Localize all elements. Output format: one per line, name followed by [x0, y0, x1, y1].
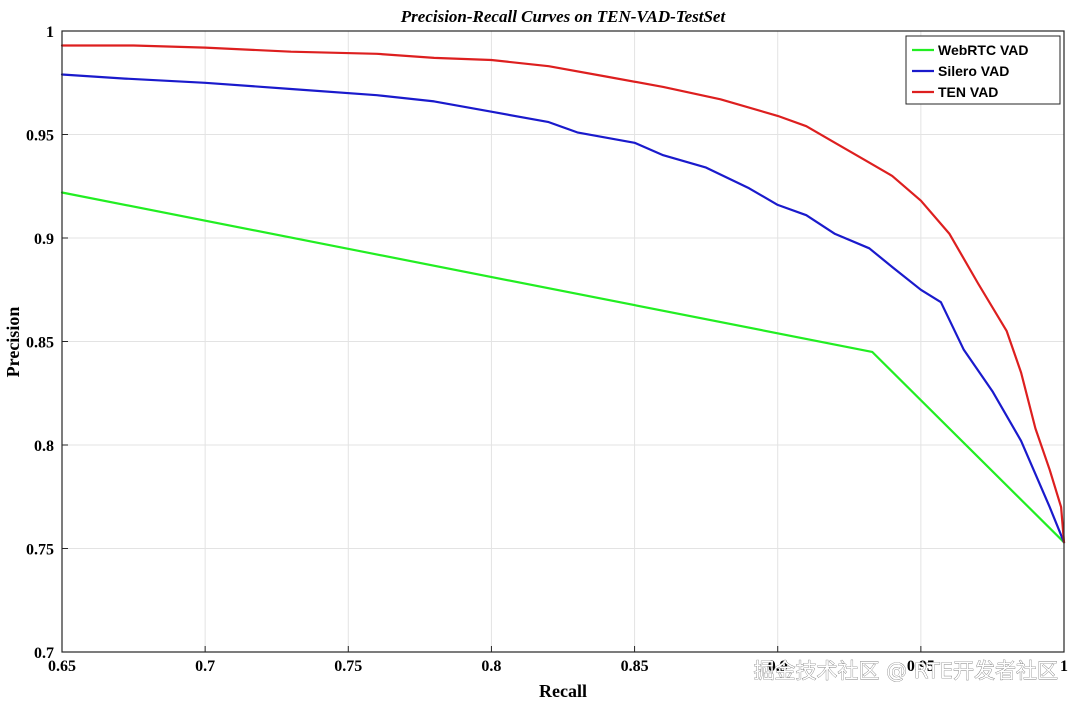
x-tick-label: 0.9 — [768, 658, 788, 675]
grid-lines — [62, 31, 1064, 652]
series-lines — [60, 44, 1066, 544]
y-tick-label: 0.95 — [26, 128, 54, 145]
y-tick-label: 0.8 — [34, 438, 54, 455]
y-tick-label: 0.9 — [34, 231, 54, 248]
series-line-ten-vad — [60, 44, 1066, 544]
x-tick-label: 0.85 — [621, 658, 649, 675]
series-line-silero-vad — [60, 73, 1066, 544]
axis-ticks: 0.65 0.7 0.75 0.8 0.85 0.9 0.95 10.70.750.80.85… — [26, 24, 1068, 675]
legend-label: WebRTC VAD — [938, 42, 1028, 58]
x-tick-label: 0.8 — [481, 658, 501, 675]
y-tick-label: 0.7 — [34, 645, 54, 662]
series-line-webrtc-vad — [60, 191, 1066, 544]
x-tick-label: 0.75 — [334, 658, 362, 675]
legend-label: Silero VAD — [938, 63, 1009, 79]
x-tick-label: 0.7 — [195, 658, 215, 675]
y-axis-label: Precision — [3, 307, 23, 378]
y-tick-label: 0.75 — [26, 542, 54, 559]
legend: WebRTC VAD Silero VAD TEN VAD — [905, 35, 1061, 105]
legend-label: TEN VAD — [938, 84, 998, 100]
chart-title: Precision-Recall Curves on TEN-VAD-TestS… — [400, 7, 727, 26]
watermark-text: 掘金技术社区 @ RTE开发者社区 — [753, 659, 1058, 683]
y-tick-label: 1 — [46, 24, 54, 41]
x-tick-label: 0.65 — [48, 658, 76, 675]
x-tick-label: 0.95 — [907, 658, 935, 675]
y-tick-label: 0.85 — [26, 335, 54, 352]
x-tick-label: 1 — [1060, 658, 1068, 675]
x-axis-label: Recall — [539, 681, 587, 701]
